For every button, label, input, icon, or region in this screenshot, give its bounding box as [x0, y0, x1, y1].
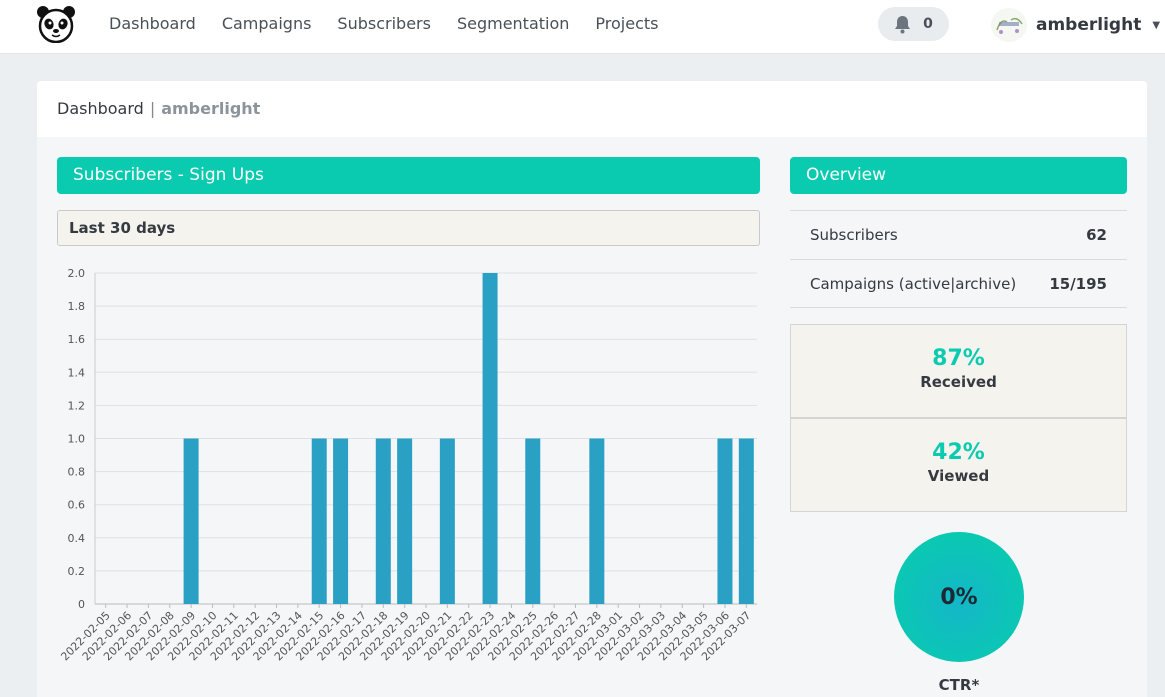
viewed-stat: 42% Viewed — [790, 418, 1127, 512]
y-tick-label: 0.4 — [68, 532, 86, 545]
x-tick-label: 2022-03-06 — [678, 609, 732, 663]
y-tick-label: 0.2 — [68, 565, 86, 578]
x-tick-label: 2022-02-08 — [122, 609, 176, 663]
overview-title: Overview — [790, 157, 1127, 194]
notifications-count: 0 — [923, 16, 933, 32]
chart-bar — [482, 273, 498, 604]
chart-bar — [439, 438, 455, 604]
x-tick-label: 2022-02-17 — [315, 609, 369, 663]
chart-bar — [333, 438, 349, 604]
card-header: Dashboard | amberlight — [37, 81, 1147, 137]
y-tick-label: 1.6 — [68, 333, 86, 346]
received-label: Received — [920, 373, 997, 391]
y-tick-label: 0.6 — [68, 499, 86, 512]
x-tick-label: 2022-02-15 — [272, 609, 326, 663]
notifications-button[interactable]: 0 — [878, 7, 949, 41]
chart-bar — [375, 438, 391, 604]
y-tick-label: 1.0 — [68, 433, 86, 446]
panda-logo-icon[interactable] — [36, 5, 76, 43]
ctr-label: CTR* — [938, 676, 980, 694]
x-tick-label: 2022-02-21 — [400, 609, 454, 663]
x-tick-label: 2022-02-11 — [187, 609, 241, 663]
chart-bar — [738, 438, 754, 604]
chart-bar — [589, 438, 605, 604]
overview-value: 15/195 — [1049, 274, 1107, 293]
top-navbar: Dashboard Campaigns Subscribers Segmenta… — [0, 0, 1165, 54]
signups-title: Subscribers - Sign Ups — [57, 157, 760, 194]
x-tick-label: 2022-02-27 — [528, 609, 582, 663]
chart-bar — [397, 438, 413, 604]
x-tick-label: 2022-03-07 — [699, 609, 753, 663]
x-tick-label: 2022-03-03 — [614, 609, 668, 663]
nav-item-campaigns[interactable]: Campaigns — [221, 14, 312, 33]
avatar — [991, 8, 1027, 42]
y-tick-label: 1.4 — [68, 366, 86, 379]
x-tick-label: 2022-03-02 — [592, 609, 646, 663]
x-tick-label: 2022-02-22 — [421, 609, 475, 663]
x-tick-label: 2022-02-06 — [80, 609, 134, 663]
y-tick-label: 0 — [78, 598, 85, 611]
x-tick-label: 2022-02-19 — [357, 609, 411, 663]
x-tick-label: 2022-02-16 — [293, 609, 347, 663]
user-name: amberlight — [1036, 15, 1142, 35]
y-tick-label: 0.8 — [68, 466, 86, 479]
nav-item-projects[interactable]: Projects — [595, 14, 659, 33]
x-tick-label: 2022-02-23 — [443, 609, 497, 663]
ctr-circle: 0% — [894, 532, 1024, 662]
chart-bar — [717, 438, 733, 604]
received-percent: 87% — [932, 346, 985, 371]
x-tick-label: 2022-03-04 — [635, 609, 689, 663]
y-tick-label: 1.2 — [68, 399, 86, 412]
dashboard-card: Dashboard | amberlight Subscribers - Sig… — [37, 81, 1147, 697]
bell-icon — [895, 15, 911, 33]
overview-value: 62 — [1086, 226, 1107, 244]
viewed-percent: 42% — [932, 440, 985, 465]
received-stat: 87% Received — [790, 324, 1127, 418]
x-tick-label: 2022-02-24 — [464, 609, 518, 663]
x-tick-label: 2022-02-20 — [379, 609, 433, 663]
y-tick-label: 1.8 — [68, 300, 86, 313]
chart-bar — [183, 438, 199, 604]
y-tick-label: 2.0 — [68, 267, 86, 280]
x-tick-label: 2022-02-13 — [229, 609, 283, 663]
breadcrumb: Dashboard | amberlight — [57, 99, 260, 118]
breadcrumb-separator: | — [149, 99, 156, 118]
overview-label: Subscribers — [810, 226, 898, 244]
period-selector[interactable]: Last 30 days — [57, 210, 760, 246]
x-tick-label: 2022-03-05 — [656, 609, 710, 663]
x-tick-label: 2022-02-12 — [208, 609, 262, 663]
viewed-label: Viewed — [927, 467, 990, 485]
x-tick-label: 2022-02-26 — [507, 609, 561, 663]
chart-bar — [525, 438, 541, 604]
user-menu[interactable]: amberlight ▼ — [991, 8, 1160, 42]
x-tick-label: 2022-02-18 — [336, 609, 390, 663]
x-tick-label: 2022-02-07 — [101, 609, 155, 663]
chart-bar — [311, 438, 327, 604]
main-nav: Dashboard Campaigns Subscribers Segmenta… — [109, 14, 658, 33]
x-tick-label: 2022-02-09 — [144, 609, 198, 663]
nav-item-dashboard[interactable]: Dashboard — [109, 14, 196, 33]
x-tick-label: 2022-02-25 — [485, 609, 539, 663]
x-tick-label: 2022-02-10 — [165, 609, 219, 663]
overview-row-subscribers: Subscribers 62 — [790, 210, 1127, 259]
x-tick-label: 2022-02-05 — [58, 609, 112, 663]
overview-label: Campaigns (active|archive) — [810, 274, 1017, 293]
breadcrumb-root[interactable]: Dashboard — [57, 99, 144, 118]
x-tick-label: 2022-02-28 — [550, 609, 604, 663]
x-tick-label: 2022-02-14 — [251, 609, 305, 663]
breadcrumb-current: amberlight — [161, 99, 261, 118]
nav-item-subscribers[interactable]: Subscribers — [337, 14, 431, 33]
ctr-value: 0% — [940, 584, 978, 610]
x-tick-label: 2022-03-01 — [571, 609, 625, 663]
nav-item-segmentation[interactable]: Segmentation — [456, 14, 570, 33]
caret-down-icon: ▼ — [1152, 19, 1161, 31]
overview-row-campaigns: Campaigns (active|archive) 15/195 — [790, 259, 1127, 308]
